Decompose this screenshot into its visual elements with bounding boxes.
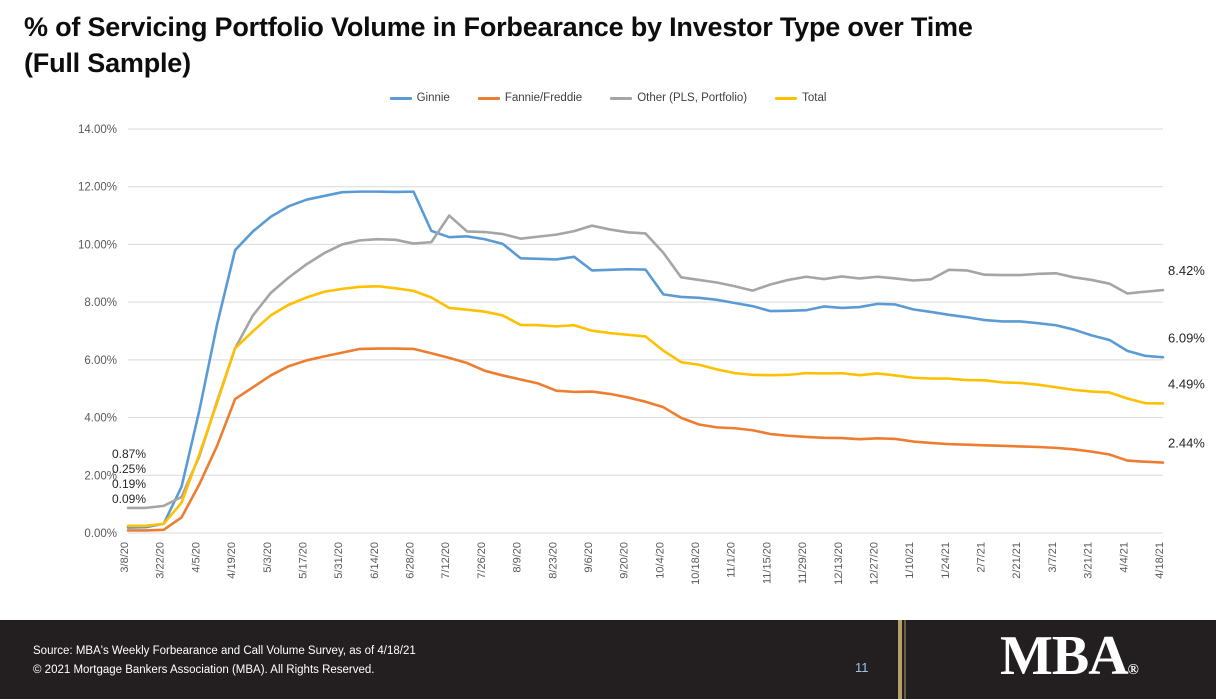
x-axis-tick-label: 7/26/20 [476, 542, 488, 579]
legend-label: Fannie/Freddie [504, 92, 583, 104]
series-end-labels: 6.09% 2.44% 8.42% 4.49% [1168, 263, 1205, 451]
legend-label: Ginnie [416, 92, 450, 104]
x-axis-tick-label: 4/5/20 [190, 542, 202, 573]
y-axis-tick-label: 8.00% [84, 297, 117, 309]
series-start-labels: 0.87%0.25%0.19%0.09% [112, 447, 146, 506]
y-axis-tick-label: 12.00% [78, 182, 117, 194]
x-axis-tick-label: 4/4/21 [1118, 542, 1130, 573]
series-start-label: 0.87% [112, 447, 146, 461]
series-line-other-pls-portfolio [126, 214, 1165, 510]
series-lines [126, 190, 1165, 532]
x-axis-tick-label: 2/21/21 [1011, 542, 1023, 579]
y-axis-tick-label: 2.00% [84, 470, 117, 482]
x-axis-tick-label: 7/12/20 [440, 542, 452, 579]
y-axis-tick-label: 14.00% [78, 124, 117, 136]
mba-logo-text: MBA [1000, 625, 1129, 687]
x-axis-tick-label: 9/20/20 [619, 542, 631, 579]
x-axis-tick-label: 3/22/20 [155, 542, 167, 579]
footer-divider [898, 620, 902, 699]
legend-swatch-icon [775, 96, 798, 100]
mba-logo: MBA® [1000, 628, 1139, 684]
x-axis-tick-label: 5/31/20 [333, 542, 345, 579]
x-axis-tick-label: 4/19/20 [226, 542, 238, 579]
legend-swatch-icon [389, 96, 412, 100]
x-axis-tick-label: 3/21/21 [1083, 542, 1095, 579]
footer-divider-shadow [904, 620, 906, 699]
registered-trademark-icon: ® [1127, 662, 1139, 678]
x-axis-tick-label: 8/9/20 [512, 542, 524, 573]
x-axis-tick-label: 3/8/20 [119, 542, 131, 573]
source-line-2: © 2021 Mortgage Bankers Association (MBA… [33, 663, 375, 676]
legend-label: Total [802, 92, 827, 104]
chart-plot-area: 0.00% 2.00% 4.00% 6.00% 8.00% 10.00% 12.00% 14.… [0, 110, 1216, 615]
page-number: 11 [855, 660, 869, 675]
legend-label: Other (PLS, Portfolio) [637, 92, 748, 104]
series-start-label: 0.19% [112, 477, 146, 491]
legend-swatch-icon [477, 96, 500, 100]
footer-source-text: Source: MBA's Weekly Forbearance and Cal… [33, 642, 416, 680]
slide-footer: Source: MBA's Weekly Forbearance and Cal… [0, 620, 1216, 699]
series-start-label: 0.25% [112, 462, 146, 476]
x-axis-tick-label: 12/27/20 [868, 542, 880, 585]
x-axis-tick-label: 3/7/21 [1047, 542, 1059, 573]
legend-swatch-icon [610, 96, 633, 100]
y-axis-tick-labels: 0.00% 2.00% 4.00% 6.00% 8.00% 10.00% 12.00% 14.… [78, 124, 117, 540]
series-end-label: 8.42% [1168, 263, 1205, 278]
x-axis-tick-label: 11/29/20 [797, 542, 809, 584]
title-line-2: (Full Sample) [24, 47, 191, 78]
x-axis-tick-label: 6/28/20 [405, 542, 417, 579]
chart-legend: Ginnie Fannie/Freddie Other (PLS, Portfoli… [0, 92, 1216, 104]
legend-item-fannie-freddie[interactable]: Fannie/Freddie [477, 92, 583, 104]
series-line-ginnie [126, 190, 1165, 529]
gridlines [128, 128, 1163, 534]
page-title: % of Servicing Portfolio Volume in Forbe… [24, 10, 1194, 81]
series-end-label: 6.09% [1168, 330, 1205, 345]
x-axis-tick-label: 10/4/20 [654, 542, 666, 579]
line-chart-svg: 0.00% 2.00% 4.00% 6.00% 8.00% 10.00% 12.00% 14.… [78, 124, 1205, 585]
x-axis-tick-label: 10/18/20 [690, 542, 702, 585]
series-end-label: 4.49% [1168, 376, 1205, 391]
x-axis-tick-label: 9/6/20 [583, 542, 595, 573]
x-axis-tick-label: 4/18/21 [1154, 542, 1166, 579]
legend-item-other-pls-portfolio[interactable]: Other (PLS, Portfolio) [610, 92, 747, 104]
x-axis-tick-label: 5/3/20 [262, 542, 274, 573]
x-axis-tick-label: 6/14/20 [369, 542, 381, 579]
series-start-label: 0.09% [112, 492, 146, 506]
source-line-1: Source: MBA's Weekly Forbearance and Cal… [33, 645, 416, 657]
series-line-total [126, 284, 1165, 528]
x-axis-tick-label: 1/10/21 [904, 542, 916, 579]
x-axis-tick-label: 8/23/20 [547, 542, 559, 579]
x-axis-tick-label: 2/7/21 [976, 542, 988, 573]
legend-item-total[interactable]: Total [775, 92, 826, 104]
y-axis-tick-label: 0.00% [84, 528, 117, 540]
title-line-1: % of Servicing Portfolio Volume in Forbe… [24, 12, 973, 42]
series-end-label: 2.44% [1168, 436, 1205, 451]
y-axis-tick-label: 6.00% [84, 355, 117, 367]
series-line-fannie-freddie [126, 347, 1165, 532]
y-axis-tick-label: 10.00% [78, 239, 117, 251]
x-axis-tick-label: 11/1/20 [726, 542, 738, 578]
x-axis-tick-labels: 3/8/20 3/22/20 4/5/20 4/19/20 5/3/20 5/17/20 5… [119, 542, 1166, 585]
x-axis-tick-label: 5/17/20 [297, 542, 309, 579]
legend-item-ginnie[interactable]: Ginnie [389, 92, 450, 104]
x-axis-tick-label: 12/13/20 [833, 542, 845, 585]
x-axis-tick-label: 11/15/20 [761, 542, 773, 584]
x-axis-tick-label: 1/24/21 [940, 542, 952, 579]
y-axis-tick-label: 4.00% [84, 413, 117, 425]
